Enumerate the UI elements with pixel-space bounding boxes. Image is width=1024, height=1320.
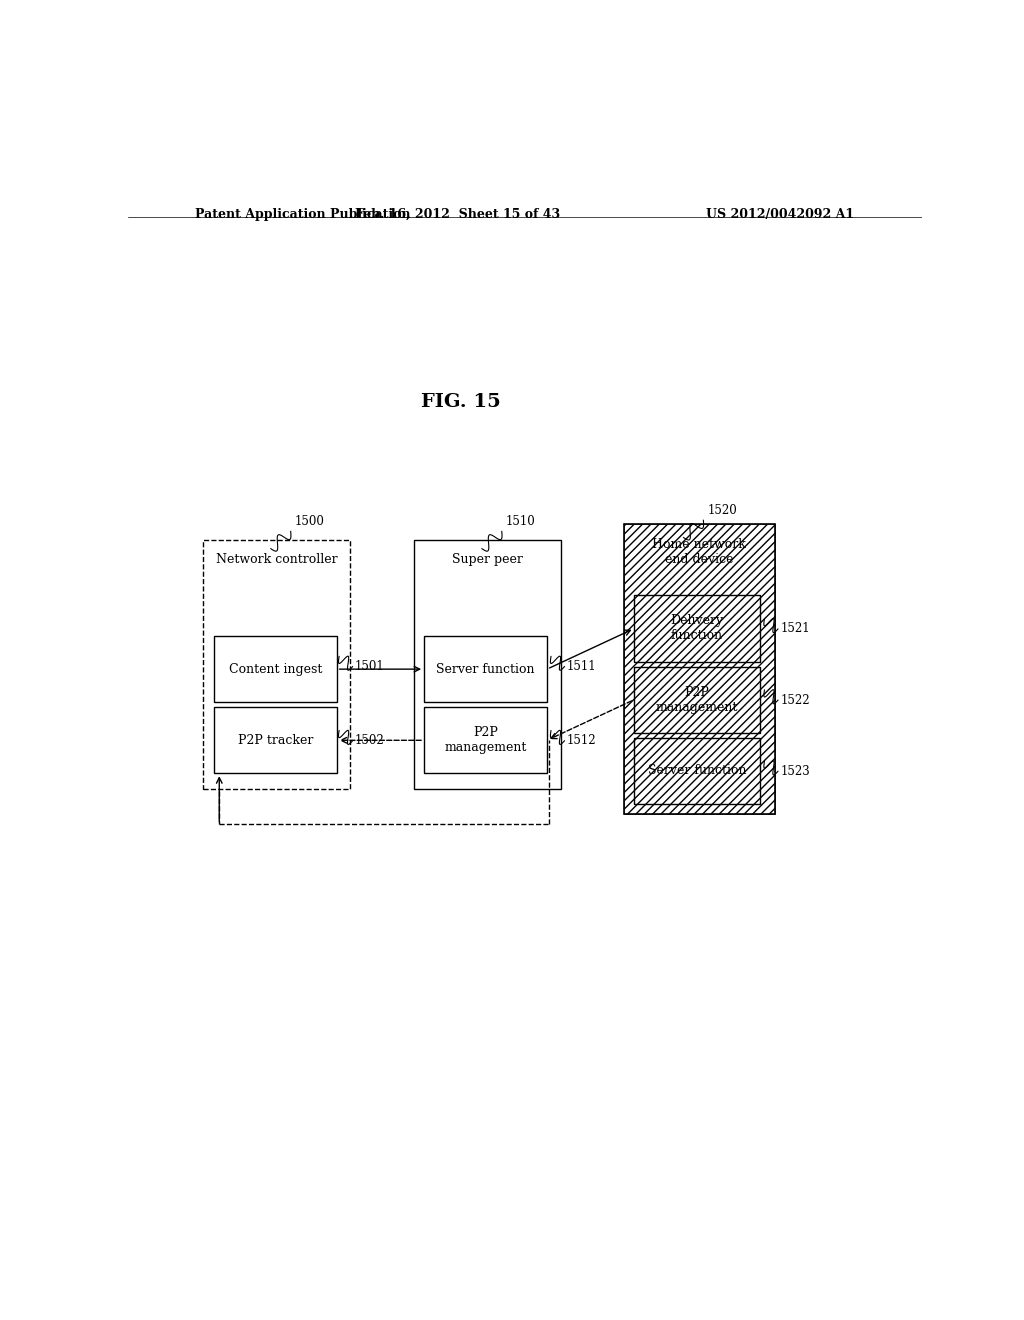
- Text: Patent Application Publication: Patent Application Publication: [196, 209, 411, 222]
- Bar: [204, 540, 350, 788]
- Bar: [214, 708, 337, 774]
- Text: Server function: Server function: [648, 764, 746, 777]
- Text: Home network
end device: Home network end device: [652, 537, 746, 565]
- Bar: [624, 524, 775, 814]
- Text: 1502: 1502: [355, 734, 385, 747]
- Bar: [634, 595, 760, 661]
- Text: Server function: Server function: [436, 663, 535, 676]
- Text: P2P
management: P2P management: [444, 726, 526, 754]
- Bar: [424, 636, 547, 702]
- Text: P2P tracker: P2P tracker: [238, 734, 313, 747]
- Text: Content ingest: Content ingest: [228, 663, 322, 676]
- Text: 1500: 1500: [295, 515, 325, 528]
- Text: Feb. 16, 2012  Sheet 15 of 43: Feb. 16, 2012 Sheet 15 of 43: [354, 209, 560, 222]
- Bar: [634, 595, 760, 661]
- Text: Network controller: Network controller: [216, 553, 338, 566]
- Bar: [424, 708, 547, 774]
- Text: 1501: 1501: [355, 660, 385, 673]
- Text: 1521: 1521: [780, 623, 810, 635]
- Text: 1512: 1512: [567, 734, 597, 747]
- Bar: [634, 667, 760, 733]
- Text: P2P
management: P2P management: [655, 685, 738, 714]
- Bar: [634, 667, 760, 733]
- Text: US 2012/0042092 A1: US 2012/0042092 A1: [706, 209, 854, 222]
- Text: 1511: 1511: [567, 660, 597, 673]
- Text: Super peer: Super peer: [452, 553, 522, 566]
- Text: 1523: 1523: [780, 764, 810, 777]
- Text: 1522: 1522: [780, 693, 810, 706]
- Text: FIG. 15: FIG. 15: [422, 393, 501, 412]
- Bar: [214, 636, 337, 702]
- Text: Delivery
function: Delivery function: [671, 615, 724, 643]
- Bar: [634, 738, 760, 804]
- Bar: [414, 540, 560, 788]
- Text: 1510: 1510: [506, 515, 536, 528]
- Bar: [634, 738, 760, 804]
- Text: 1520: 1520: [708, 504, 737, 517]
- Bar: [624, 524, 775, 814]
